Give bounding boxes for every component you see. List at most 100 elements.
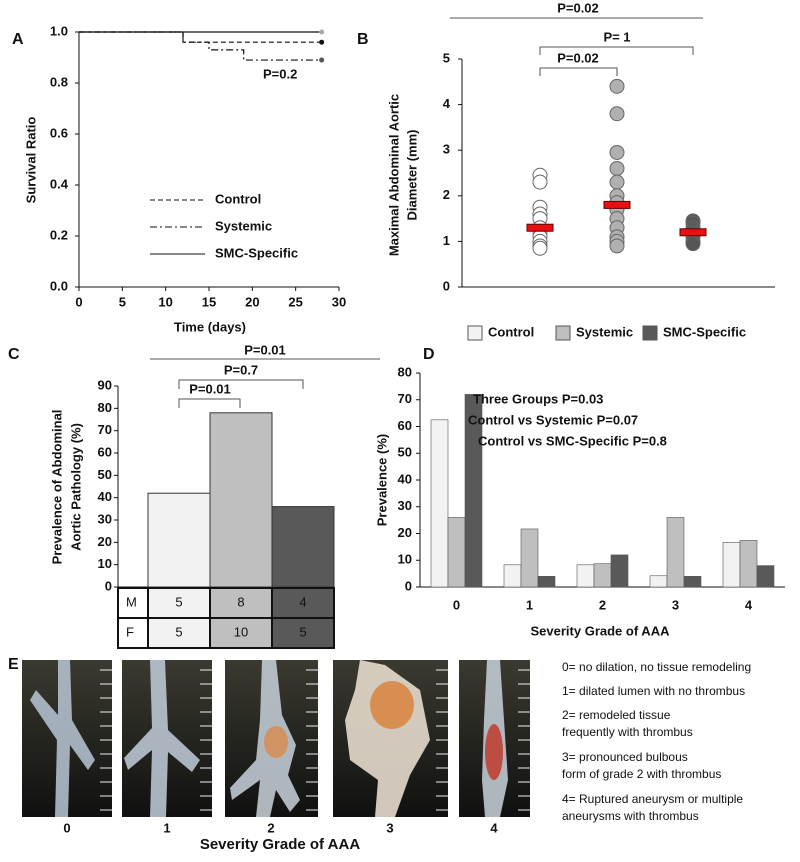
end-marker [319,39,325,45]
table-cell [271,617,335,649]
legend-text: 4= Ruptured aneurysm or multiple [562,792,743,806]
annotation: P= 1 [603,29,630,44]
panel-label: D [423,346,435,363]
table-value: 5 [175,624,182,639]
panel-label: A [12,31,24,48]
legend-text: 2= remodeled tissue [562,708,671,722]
y-axis-label: Aortic Pathology (%) [68,423,83,551]
bar [649,575,668,588]
y-tick-label: 50 [398,445,412,460]
data-point [609,106,625,122]
thrombus [485,724,503,780]
y-tick-label: 30 [98,511,112,526]
y-tick-label: 10 [398,552,412,567]
y-tick-label: 40 [98,489,112,504]
end-marker [319,57,325,63]
data-point [609,78,625,94]
data-point [609,160,625,176]
vessel [124,660,200,817]
y-tick-label: 80 [98,400,112,415]
legend-label: Control [488,324,534,339]
table-value: 5 [175,594,182,609]
x-tick-label: 5 [119,294,126,309]
table-value: 5 [299,624,306,639]
table-value: 10 [234,624,248,639]
photo-label: 2 [267,820,274,835]
y-axis-label: Prevalence of Abdominal [49,410,64,565]
mean-bar [526,223,554,232]
annotation: P=0.2 [263,66,297,81]
x-tick-label: 0 [75,294,82,309]
data-point [532,240,548,256]
bar [209,412,273,588]
bar [756,565,775,588]
bar [271,506,335,588]
bar [593,563,612,588]
annotation: Control vs Systemic P=0.07 [468,412,638,427]
mean-bar [603,200,631,209]
end-marker [319,29,325,35]
photo-label: 4 [490,820,498,835]
y-axis-label: Prevalence (%) [374,434,389,527]
x-axis-label: Severity Grade of AAA [200,836,360,853]
y-tick-label: 20 [98,534,112,549]
bar [520,528,539,588]
x-tick-label: 1 [526,597,533,612]
y-tick-label: 70 [98,422,112,437]
x-axis-label: Time (days) [174,319,246,334]
x-tick-label: 30 [332,294,346,309]
bar [537,575,556,588]
legend-label: Systemic [576,324,633,339]
legend-text: aneurysms with thrombus [562,809,699,823]
legend-text: 0= no dilation, no tissue remodeling [562,660,751,674]
y-tick-label: 10 [98,556,112,571]
legend-label: Control [215,191,261,206]
y-tick-label: 0 [443,278,450,293]
y-axis-label: Maximal Abdominal Aortic [386,94,401,256]
legend-text: 1= dilated lumen with no thrombus [562,684,745,698]
legend-swatch [555,325,571,341]
y-axis-label: Diameter (mm) [404,129,419,220]
y-tick-label: 0.4 [50,176,69,191]
bar [739,540,758,588]
table-row-label: M [126,594,137,609]
annotation: P=0.02 [557,0,599,15]
y-tick-label: 20 [398,525,412,540]
legend-label: SMC-Specific [663,324,746,339]
panel-label: E [8,656,19,673]
photos [22,660,530,817]
y-tick-label: 0 [105,578,112,593]
y-tick-label: 0.6 [50,125,68,140]
y-tick-label: 30 [398,498,412,513]
survival-line [79,31,322,61]
y-axis-label: Survival Ratio [23,117,38,204]
legend-swatch [467,325,483,341]
data-point [609,174,625,190]
panel-label: C [8,346,20,363]
bar [666,517,685,588]
y-tick-label: 5 [443,50,450,65]
y-tick-label: 60 [98,444,112,459]
x-tick-label: 20 [245,294,259,309]
annotation: P=0.02 [557,50,599,65]
bar [464,394,483,588]
bar [722,542,741,588]
annotation: P=0.01 [189,381,231,396]
legend-text: 3= pronounced bulbous [562,750,688,764]
y-tick-label: 0.8 [50,74,68,89]
photo-label: 1 [163,820,170,835]
table-cell [209,617,273,649]
y-tick-label: 0 [405,578,412,593]
x-axis-label: Severity Grade of AAA [531,623,671,638]
data-point [609,144,625,160]
x-tick-label: 15 [202,294,216,309]
bar [447,517,466,588]
annotation: P=0.7 [224,362,258,377]
survival-line [79,31,322,43]
y-tick-label: 2 [443,187,450,202]
table-cell [117,617,149,649]
annotation: Three Groups P=0.03 [473,391,603,406]
bar [147,492,211,588]
table-row-label: F [126,624,134,639]
y-tick-label: 40 [398,471,412,486]
